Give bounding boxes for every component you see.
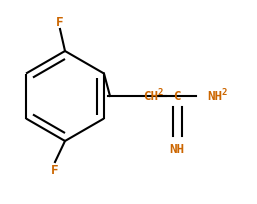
Text: 2: 2 bbox=[222, 88, 227, 97]
Text: NH: NH bbox=[207, 90, 222, 103]
Text: C: C bbox=[173, 90, 181, 103]
Text: 2: 2 bbox=[158, 88, 163, 97]
Text: F: F bbox=[51, 164, 59, 177]
Text: CH: CH bbox=[143, 90, 158, 103]
Text: NH: NH bbox=[170, 143, 185, 156]
Text: F: F bbox=[56, 16, 64, 28]
